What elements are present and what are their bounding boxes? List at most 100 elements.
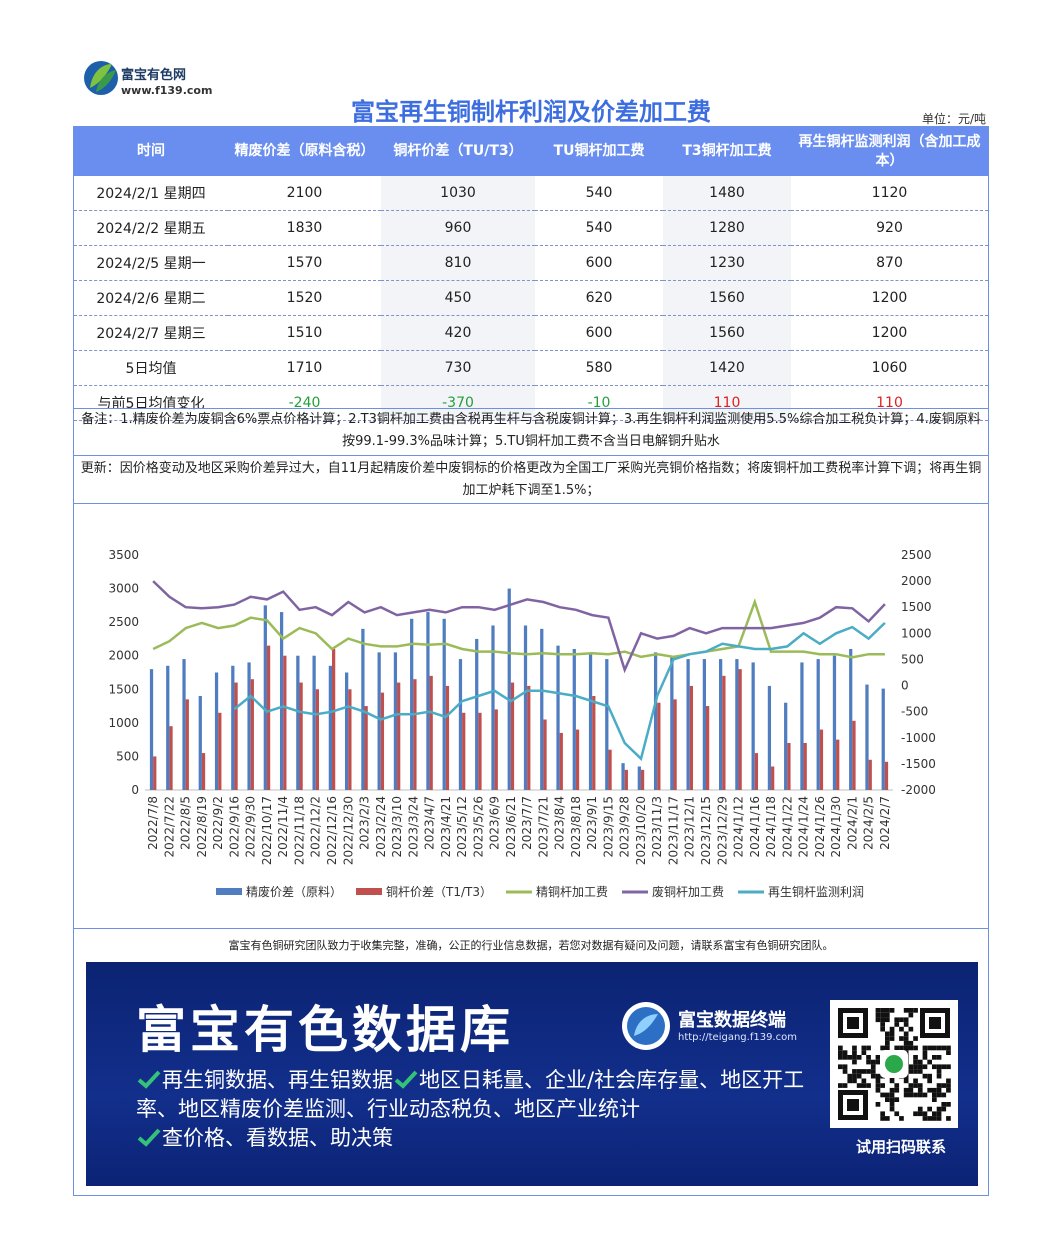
logo-icon xyxy=(84,61,118,95)
legend-label: 精铜杆加工费 xyxy=(536,884,608,899)
bar xyxy=(637,766,641,790)
line xyxy=(152,598,885,659)
row-label: 2024/2/7 星期三 xyxy=(74,315,228,351)
cell: 1560 xyxy=(663,280,791,316)
bar xyxy=(491,625,495,790)
bar xyxy=(348,689,352,790)
bar xyxy=(149,669,154,790)
cell: 110 xyxy=(791,385,988,421)
brand-icon xyxy=(622,1002,670,1050)
x-tick-label: 2022/9/30 xyxy=(244,796,258,858)
cell: 870 xyxy=(791,245,988,281)
y2-tick-label: -2000 xyxy=(901,783,936,797)
x-tick-label: 2024/1/22 xyxy=(780,796,794,858)
x-tick-label: 2023/7/21 xyxy=(536,796,550,858)
y2-tick-label: -1000 xyxy=(901,731,936,745)
row-label: 2024/2/6 星期二 xyxy=(74,280,228,316)
banner-features: 再生铜数据、再生铝数据 地区日耗量、企业/社会库存量、地区开工率、地区精废价差监测… xyxy=(136,1066,806,1153)
x-tick-label: 2023/12/15 xyxy=(699,796,713,865)
column-header: 再生铜杆监测利润（含加工成本） xyxy=(791,127,988,176)
y2-tick-label: 2500 xyxy=(901,548,932,562)
x-tick-label: 2023/11/3 xyxy=(650,796,664,858)
column-header: T3铜杆加工费 xyxy=(663,127,791,176)
x-tick-label: 2023/5/12 xyxy=(455,796,469,858)
cell: 1230 xyxy=(663,245,791,281)
logo-url: www.f139.com xyxy=(121,84,213,97)
data-table: 时间 精废价差（原料含税） 铜杆价差（TU/T3） TU铜杆加工费 T3铜杆加工费 再生铜… xyxy=(74,127,988,421)
bar xyxy=(816,659,820,790)
x-tick-label: 2023/10/20 xyxy=(634,796,648,865)
x-tick-label: 2023/6/21 xyxy=(504,796,518,858)
footer: 富宝有色铜研究团队致力于收集完整，准确，公正的行业信息数据，若您对数据有疑问及问… xyxy=(228,939,834,952)
x-tick-label: 2023/8/4 xyxy=(553,796,567,850)
x-tick-label: 2022/7/22 xyxy=(162,796,176,858)
bar xyxy=(380,692,385,790)
x-tick-label: 2023/7/7 xyxy=(520,796,534,850)
cell: 1200 xyxy=(791,280,988,316)
legend-label: 铜杆价差（T1/T3） xyxy=(386,884,492,899)
x-tick-label: 2023/9/1 xyxy=(585,796,599,850)
bar xyxy=(364,706,368,790)
x-tick-label: 2023/3/10 xyxy=(390,796,404,858)
cell: 540 xyxy=(535,210,663,246)
bar xyxy=(198,696,202,790)
bar xyxy=(706,706,710,790)
x-tick-label: 2022/10/17 xyxy=(260,796,274,865)
bar xyxy=(588,652,593,790)
bar xyxy=(543,719,547,790)
cell: 540 xyxy=(535,176,663,211)
y-tick-label: 0 xyxy=(131,783,139,797)
bar xyxy=(771,766,775,790)
bar xyxy=(852,720,856,790)
bar xyxy=(751,662,755,790)
cell: 1280 xyxy=(663,210,791,246)
bar xyxy=(686,659,690,790)
x-tick-label: 2023/5/26 xyxy=(471,796,485,858)
y2-tick-label: -500 xyxy=(901,705,928,719)
bar xyxy=(640,769,645,790)
bar xyxy=(670,655,674,790)
bar xyxy=(332,649,336,790)
x-tick-label: 2023/6/9 xyxy=(488,796,502,850)
cell: 1200 xyxy=(791,315,988,351)
y2-tick-label: 500 xyxy=(901,652,924,666)
x-tick-label: 2024/2/7 xyxy=(878,796,892,850)
bar xyxy=(689,685,693,790)
cell: -240 xyxy=(228,385,381,421)
legend-label: 精废价差（原料） xyxy=(246,884,342,899)
y-tick-label: 3000 xyxy=(108,582,139,596)
x-tick-label: 2022/9/2 xyxy=(211,796,225,850)
cell: -370 xyxy=(381,385,535,421)
x-tick-label: 2023/3/24 xyxy=(406,796,420,858)
cell: 600 xyxy=(535,315,663,351)
legend-swatch xyxy=(356,888,383,895)
bar xyxy=(673,699,677,790)
cell: 1060 xyxy=(791,350,988,386)
bar xyxy=(153,756,157,790)
bar xyxy=(657,702,661,790)
column-header: TU铜杆加工费 xyxy=(535,127,663,176)
table-row: 2024/2/7 星期三 1510 420 600 1560 1200 xyxy=(74,315,988,351)
notes: 备注：1.精废价差为废铜含6%票点价格计算；2.T3铜杆加工费由含税再生杆与含税… xyxy=(74,408,988,454)
bar xyxy=(784,702,788,790)
cell: 1420 xyxy=(663,350,791,386)
x-tick-label: 2024/1/16 xyxy=(748,796,762,858)
bar xyxy=(299,682,303,790)
cell: 620 xyxy=(535,280,663,316)
row-label: 5日均值 xyxy=(74,350,228,386)
x-tick-label: 2022/11/18 xyxy=(292,796,306,865)
x-tick-label: 2024/2/5 xyxy=(862,796,876,850)
table-row: 2024/2/1 星期四 2100 1030 540 1480 1120 xyxy=(74,176,988,211)
x-tick-label: 2023/11/17 xyxy=(666,796,680,865)
y2-tick-label: 2000 xyxy=(901,574,932,588)
bar xyxy=(559,732,563,790)
bar xyxy=(315,689,319,790)
bar xyxy=(836,739,840,790)
table-row: 5日均值 1710 730 580 1420 1060 xyxy=(74,350,988,386)
bar xyxy=(234,682,238,790)
bar xyxy=(231,665,235,790)
qr-code[interactable] xyxy=(830,1000,958,1128)
cell: 110 xyxy=(663,385,791,421)
x-tick-label: 2024/1/18 xyxy=(764,796,778,858)
y-tick-label: 1000 xyxy=(108,716,139,730)
